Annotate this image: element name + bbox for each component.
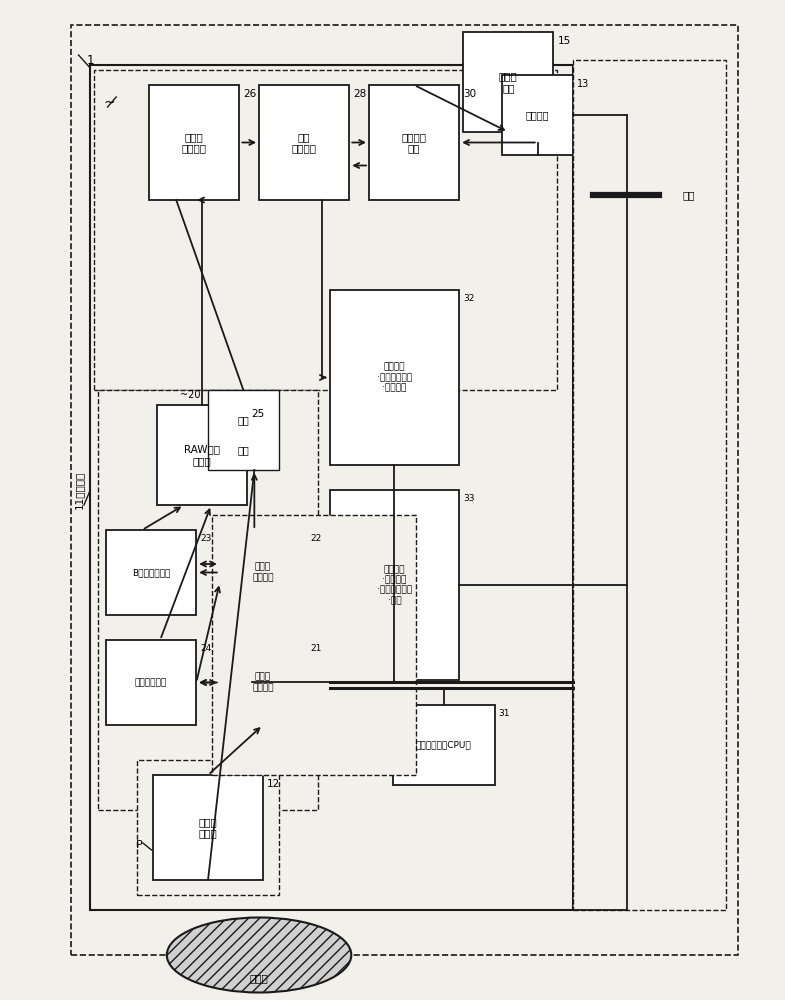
- Text: 25: 25: [251, 409, 265, 419]
- Text: 32: 32: [463, 294, 474, 303]
- Text: 输入装置: 输入装置: [526, 110, 550, 120]
- Text: 存储部件
·装载控制程序
·图像数据: 存储部件 ·装载控制程序 ·图像数据: [377, 363, 412, 392]
- Text: 控制处理器（CPU）: 控制处理器（CPU）: [415, 740, 472, 750]
- Text: 24: 24: [200, 644, 211, 653]
- Bar: [220, 640, 306, 725]
- Text: 21: 21: [310, 644, 321, 653]
- Text: 30: 30: [463, 89, 476, 99]
- Bar: [106, 530, 196, 615]
- Text: 33: 33: [463, 494, 475, 503]
- Text: 图像
处理部件: 图像 处理部件: [292, 132, 316, 153]
- Text: 控制: 控制: [238, 415, 249, 425]
- Bar: [220, 530, 306, 615]
- Bar: [369, 85, 459, 200]
- Text: 被检体: 被检体: [250, 973, 268, 983]
- Bar: [153, 775, 263, 880]
- Bar: [259, 85, 349, 200]
- Bar: [149, 85, 239, 200]
- Text: 屏幕: 屏幕: [238, 445, 249, 455]
- Bar: [330, 490, 459, 680]
- Text: ~20: ~20: [180, 390, 200, 400]
- Text: 28: 28: [353, 89, 367, 99]
- Text: 超声波
发送部件: 超声波 发送部件: [252, 673, 274, 692]
- Bar: [208, 390, 279, 470]
- Bar: [90, 65, 573, 910]
- Bar: [98, 390, 318, 810]
- Bar: [106, 640, 196, 725]
- Text: 超声波
接收部件: 超声波 接收部件: [252, 563, 274, 582]
- Text: 23: 23: [200, 534, 211, 543]
- Ellipse shape: [166, 918, 352, 992]
- Text: 超声波
探测器: 超声波 探测器: [199, 817, 217, 838]
- Text: 血流测量部件: 血流测量部件: [135, 678, 167, 687]
- Bar: [94, 70, 557, 390]
- Text: 31: 31: [498, 709, 510, 718]
- Bar: [212, 515, 416, 775]
- Bar: [137, 760, 279, 895]
- Text: 1: 1: [86, 53, 94, 66]
- Text: 15: 15: [557, 36, 571, 46]
- Text: RAW数据
存储器: RAW数据 存储器: [184, 444, 220, 466]
- Text: 11装置主体: 11装置主体: [74, 471, 83, 509]
- Bar: [463, 32, 553, 132]
- Text: 主显示
屏幕: 主显示 屏幕: [499, 71, 517, 93]
- Text: ~: ~: [104, 96, 115, 110]
- Text: 显示处理
部件: 显示处理 部件: [402, 132, 426, 153]
- Text: 12: 12: [267, 779, 280, 789]
- Bar: [502, 75, 573, 155]
- Bar: [573, 60, 726, 910]
- Bar: [330, 290, 459, 465]
- Bar: [157, 405, 247, 505]
- Bar: [71, 25, 738, 955]
- Text: 13: 13: [577, 79, 590, 89]
- Bar: [392, 705, 495, 785]
- Text: P: P: [137, 840, 143, 850]
- Text: 22: 22: [310, 534, 321, 543]
- Text: B模式处理部件: B模式处理部件: [132, 568, 170, 577]
- Text: 体数据
生成部件: 体数据 生成部件: [182, 132, 206, 153]
- Text: 网络: 网络: [683, 190, 696, 200]
- Text: 界面部件
·操作面板
·外部存储装置
·网络: 界面部件 ·操作面板 ·外部存储装置 ·网络: [377, 565, 412, 605]
- Text: 26: 26: [243, 89, 257, 99]
